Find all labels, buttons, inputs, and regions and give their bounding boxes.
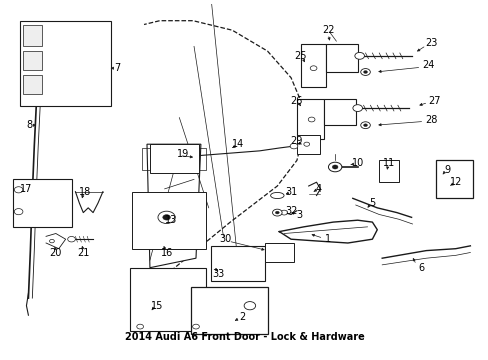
Circle shape — [272, 209, 282, 216]
Text: 17: 17 — [20, 184, 33, 194]
Circle shape — [360, 68, 369, 76]
Text: 6: 6 — [417, 263, 424, 273]
Bar — [435, 160, 472, 198]
Bar — [132, 192, 205, 249]
Circle shape — [363, 71, 366, 73]
Circle shape — [137, 324, 143, 329]
Circle shape — [158, 211, 175, 224]
Bar — [130, 268, 205, 331]
Text: 8: 8 — [26, 120, 32, 130]
Text: 11: 11 — [382, 158, 394, 168]
Text: 23: 23 — [424, 39, 436, 49]
Circle shape — [280, 210, 287, 215]
Text: 24: 24 — [421, 60, 433, 70]
Text: 21: 21 — [77, 248, 89, 257]
Circle shape — [363, 124, 366, 127]
Text: 19: 19 — [177, 149, 189, 159]
Text: 15: 15 — [150, 301, 163, 311]
Text: 1: 1 — [325, 234, 331, 244]
Text: 30: 30 — [219, 234, 231, 244]
Circle shape — [328, 162, 341, 172]
Circle shape — [309, 66, 316, 71]
Circle shape — [49, 239, 54, 243]
Text: 18: 18 — [79, 187, 91, 197]
Text: 12: 12 — [448, 177, 461, 187]
Text: 7: 7 — [114, 63, 121, 73]
Text: 22: 22 — [322, 25, 334, 35]
Text: 27: 27 — [427, 95, 440, 105]
Bar — [22, 24, 42, 46]
Text: 26: 26 — [290, 95, 303, 105]
Polygon shape — [147, 144, 201, 268]
Bar — [300, 44, 325, 87]
Circle shape — [14, 208, 23, 215]
Text: 25: 25 — [294, 51, 306, 61]
Bar — [22, 51, 42, 70]
Bar — [379, 160, 398, 182]
Bar — [296, 135, 320, 154]
Text: 14: 14 — [231, 139, 244, 149]
Bar — [296, 99, 324, 139]
Text: 2014 Audi A6 Front Door - Lock & Hardware: 2014 Audi A6 Front Door - Lock & Hardwar… — [124, 332, 364, 342]
Circle shape — [67, 237, 75, 242]
Text: 29: 29 — [290, 136, 303, 147]
Text: 31: 31 — [285, 187, 297, 197]
Circle shape — [14, 187, 23, 193]
Text: 33: 33 — [212, 269, 224, 279]
Text: 28: 28 — [424, 114, 436, 125]
Text: 4: 4 — [315, 184, 321, 194]
Circle shape — [352, 105, 362, 112]
Circle shape — [307, 117, 314, 122]
Bar — [324, 99, 355, 125]
Bar — [210, 246, 264, 281]
Circle shape — [192, 324, 199, 329]
Bar — [325, 44, 357, 72]
Circle shape — [244, 302, 255, 310]
Bar — [150, 144, 199, 173]
Text: 2: 2 — [239, 312, 244, 322]
Circle shape — [163, 215, 170, 220]
Text: 16: 16 — [160, 248, 172, 257]
Text: 13: 13 — [165, 215, 177, 225]
Bar — [191, 287, 267, 334]
Bar — [13, 179, 71, 227]
Circle shape — [331, 165, 337, 169]
Ellipse shape — [270, 193, 284, 199]
Text: 20: 20 — [50, 248, 62, 257]
Text: 9: 9 — [444, 165, 450, 175]
Text: 10: 10 — [351, 158, 363, 168]
Text: 32: 32 — [285, 206, 297, 216]
Circle shape — [360, 122, 369, 129]
Circle shape — [303, 142, 309, 146]
Text: 5: 5 — [368, 198, 375, 208]
Bar — [20, 21, 110, 106]
Text: 3: 3 — [295, 210, 301, 220]
Bar — [264, 243, 293, 262]
Circle shape — [354, 53, 364, 59]
Circle shape — [275, 211, 279, 214]
Bar — [22, 75, 42, 94]
Circle shape — [289, 143, 297, 149]
